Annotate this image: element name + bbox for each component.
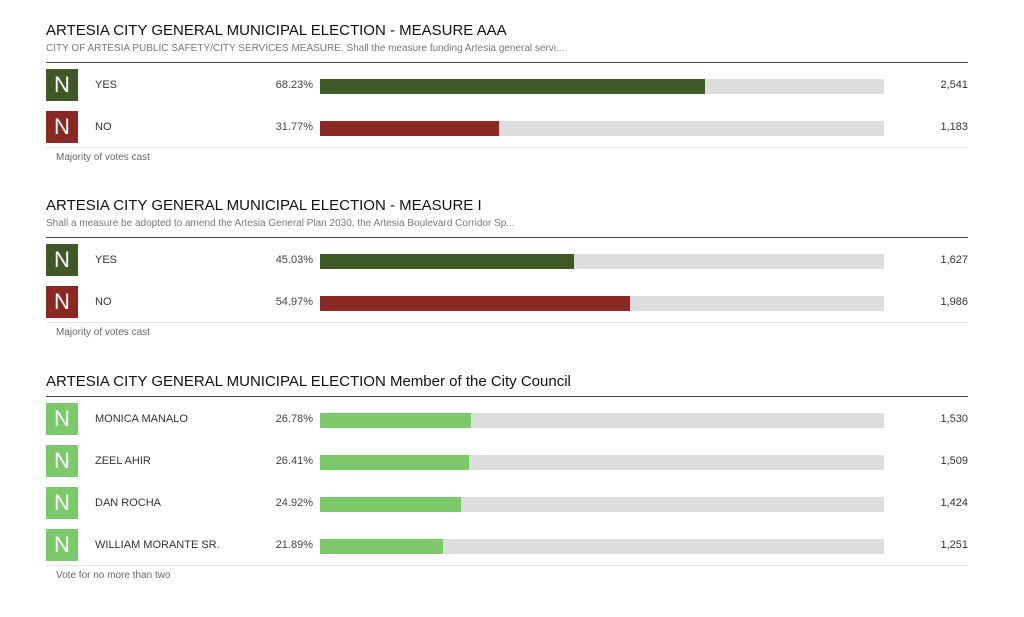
divider [46,237,968,238]
vote-bar-fill [320,413,472,428]
candidate-row: N WILLIAM MORANTE SR. 21.89% 1,251 [46,523,968,565]
contest-city-council: ARTESIA CITY GENERAL MUNICIPAL ELECTION … [46,373,968,582]
candidate-row: N DAN ROCHA 24.92% 1,424 [46,481,968,523]
divider [46,396,968,397]
party-badge-icon: N [46,244,78,276]
choice-row-yes: N YES 45.03% 1,627 [46,238,968,280]
divider [46,62,968,63]
choice-percent: 31.77% [275,121,313,133]
candidate-name: WILLIAM MORANTE SR. [95,539,220,551]
choice-row-no: N NO 31.77% 1,183 [46,105,968,147]
candidate-name: ZEEL AHIR [95,455,151,467]
contest-measure-i: ARTESIA CITY GENERAL MUNICIPAL ELECTION … [46,197,968,339]
vote-bar-track [320,413,884,428]
vote-bar-fill [320,539,444,554]
contest-note: Vote for no more than two [56,570,171,581]
choice-percent: 45.03% [275,254,313,266]
candidate-row: N ZEEL AHIR 26.41% 1,509 [46,439,968,481]
choice-row-no: N NO 54.97% 1,986 [46,280,968,322]
vote-bar-fill [320,254,574,269]
vote-bar-fill [320,296,631,311]
candidate-name: DAN ROCHA [95,497,162,509]
vote-bar-fill [320,121,500,136]
choice-percent: 68.23% [275,79,313,91]
choice-votes: 1,183 [940,121,968,133]
party-badge-icon: N [46,403,78,435]
contest-note: Majority of votes cast [56,152,150,163]
candidate-percent: 26.41% [275,455,313,467]
party-badge-icon: N [46,286,78,318]
candidate-votes: 1,509 [940,455,968,467]
vote-bar-track [320,121,884,136]
candidate-percent: 21.89% [275,539,313,551]
vote-bar-track [320,497,884,512]
vote-bar-fill [320,455,469,470]
choice-votes: 1,627 [940,254,968,266]
candidate-votes: 1,530 [940,413,968,425]
contest-note: Majority of votes cast [56,327,150,338]
contest-title: ARTESIA CITY GENERAL MUNICIPAL ELECTION … [46,373,571,390]
party-badge-icon: N [46,445,78,477]
choice-name: YES [95,79,118,91]
vote-bar-fill [320,79,705,94]
vote-bar-track [320,455,884,470]
vote-bar-fill [320,497,461,512]
choice-row-yes: N YES 68.23% 2,541 [46,63,968,105]
party-badge-icon: N [46,487,78,519]
vote-bar-track [320,79,884,94]
contest-title: ARTESIA CITY GENERAL MUNICIPAL ELECTION … [46,197,482,214]
contest-description: Shall a measure be adopted to amend the … [46,218,515,229]
candidate-votes: 1,424 [940,497,968,509]
party-badge-icon: N [46,111,78,143]
contest-description: CITY OF ARTESIA PUBLIC SAFETY/CITY SERVI… [46,43,565,54]
contest-title: ARTESIA CITY GENERAL MUNICIPAL ELECTION … [46,22,507,39]
candidate-name: MONICA MANALO [95,413,188,425]
choice-votes: 1,986 [940,296,968,308]
choice-percent: 54.97% [275,296,313,308]
vote-bar-track [320,296,884,311]
choice-name: NO [95,296,112,308]
party-badge-icon: N [46,529,78,561]
choice-name: NO [95,121,112,133]
candidate-row: N MONICA MANALO 26.78% 1,530 [46,397,968,439]
vote-bar-track [320,254,884,269]
divider [46,322,968,323]
divider [46,565,968,566]
candidate-percent: 26.78% [275,413,313,425]
vote-bar-track [320,539,884,554]
choice-votes: 2,541 [940,79,968,91]
candidate-percent: 24.92% [275,497,313,509]
choice-name: YES [95,254,118,266]
divider [46,147,968,148]
candidate-votes: 1,251 [940,539,968,551]
party-badge-icon: N [46,69,78,101]
contest-measure-aaa: ARTESIA CITY GENERAL MUNICIPAL ELECTION … [46,22,968,164]
